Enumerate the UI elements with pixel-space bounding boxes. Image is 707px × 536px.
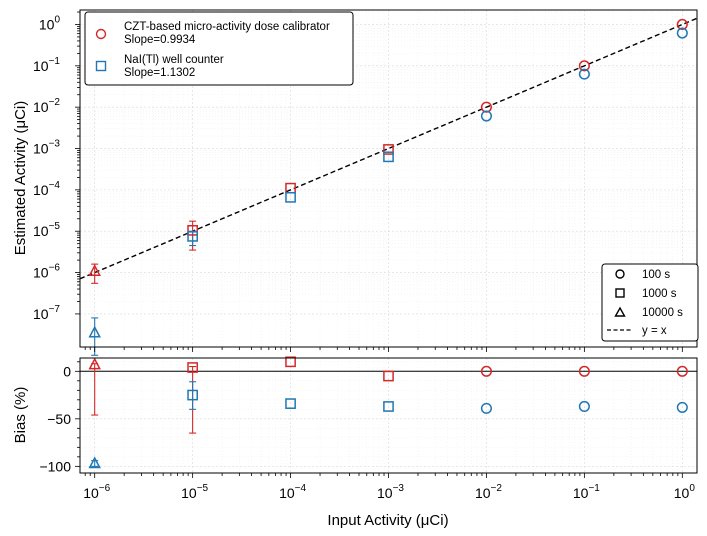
- bias-x-tick-label: 10−4: [279, 483, 306, 501]
- bias-x-tick-labels: 10−6 10−5 10−4 10−3 10−2 10−1 100: [83, 483, 695, 501]
- bias-y-tick-labels: 0 −50 −100: [39, 363, 71, 474]
- main-point-czt: [88, 264, 101, 276]
- bias-x-tick-label: 10−2: [475, 483, 502, 501]
- bias-point-czt: [578, 365, 590, 377]
- bias-point-nai: [285, 398, 296, 409]
- bias-point-czt: [676, 365, 688, 377]
- bias-point-nai: [88, 456, 101, 469]
- legend-triangle-marker: [614, 306, 626, 317]
- main-point-czt: [578, 60, 590, 72]
- legend-circle-marker: [615, 269, 625, 279]
- bias-point-czt: [285, 356, 296, 368]
- main-y-tick-label: 10−2: [33, 97, 60, 115]
- main-point-nai: [383, 151, 394, 163]
- main-y-tick-label: 10−4: [33, 180, 60, 198]
- series-legend-box: [84, 11, 354, 86]
- legend-1000s-label: 1000 s: [642, 288, 677, 300]
- x-axis-label: Input Activity (μCi): [327, 512, 448, 529]
- bias-panel: 10−6 10−5 10−4 10−3 10−2 10−1 100 0 −50 −100: [39, 356, 698, 501]
- main-ticks: [75, 11, 683, 352]
- bias-point-nai: [676, 401, 688, 413]
- bias-points: [88, 356, 688, 469]
- bias-grid: [80, 358, 697, 473]
- main-point-nai: [88, 325, 101, 338]
- series-legend: CZT-based micro-activity dose calibrator…: [84, 11, 354, 86]
- bias-x-tick-label: 10−3: [377, 483, 404, 501]
- main-point-nai: [187, 231, 198, 242]
- legend-czt-slope: Slope=0.9934: [124, 34, 196, 46]
- main-point-nai: [480, 110, 492, 122]
- main-y-tick-label: 10−1: [33, 56, 60, 74]
- main-y-tick-label: 10−3: [33, 139, 60, 157]
- main-points: [88, 18, 688, 338]
- main-point-nai: [676, 27, 688, 39]
- bias-point-czt: [480, 365, 492, 377]
- main-y-tick-labels: 10−7 10−6 10−5 10−4 10−3 10−2 10−1 100: [33, 14, 60, 321]
- main-y-tick-label: 10−6: [33, 263, 60, 281]
- bias-x-tick-label: 100: [674, 483, 696, 501]
- bias-point-czt: [88, 357, 101, 370]
- main-error-bars: [91, 220, 197, 356]
- bias-error-bars: [91, 363, 197, 467]
- main-y-axis-label: Estimated Activity (μCi): [12, 101, 29, 256]
- bias-point-nai: [480, 402, 492, 414]
- main-point-czt: [676, 18, 688, 31]
- bias-y-tick-label: −50: [47, 411, 71, 427]
- legend-10000s-label: 10000 s: [642, 307, 683, 319]
- main-point-nai: [285, 191, 296, 203]
- legend-100s-label: 100 s: [642, 269, 670, 281]
- legend-square-marker: [615, 288, 625, 298]
- bias-x-tick-label: 10−1: [573, 483, 600, 501]
- bias-x-tick-label: 10−5: [181, 483, 208, 501]
- bias-y-tick-label: −100: [39, 458, 71, 474]
- legend-nai-marker: [95, 60, 107, 72]
- bias-y-tick-label: 0: [63, 363, 71, 379]
- bias-point-nai: [383, 401, 394, 412]
- bias-point-czt: [383, 370, 394, 382]
- legend-czt-marker: [95, 28, 107, 40]
- main-y-tick-label: 10−7: [33, 304, 60, 322]
- main-point-czt: [383, 144, 394, 155]
- main-y-tick-label: 100: [39, 14, 61, 32]
- marker-legend-box: [601, 263, 699, 342]
- legend-nai-name: NaI(Tl) well counter: [124, 54, 224, 66]
- main-point-nai: [578, 68, 590, 80]
- marker-legend: 100 s 1000 s 10000 s y = x: [601, 263, 699, 342]
- bias-y-axis-label: Bias (%): [12, 387, 29, 444]
- main-point-czt: [187, 224, 198, 236]
- bias-point-nai: [578, 400, 590, 413]
- legend-czt-name: CZT-based micro-activity dose calibrator: [124, 21, 330, 33]
- legend-yx-label: y = x: [642, 325, 667, 337]
- main-y-tick-label: 10−5: [33, 221, 60, 239]
- legend-nai-slope: Slope=1.1302: [124, 67, 195, 79]
- bias-x-tick-label: 10−6: [83, 483, 110, 501]
- bias-point-nai: [187, 389, 198, 401]
- bias-ticks: [75, 361, 683, 478]
- bias-point-czt: [187, 362, 198, 373]
